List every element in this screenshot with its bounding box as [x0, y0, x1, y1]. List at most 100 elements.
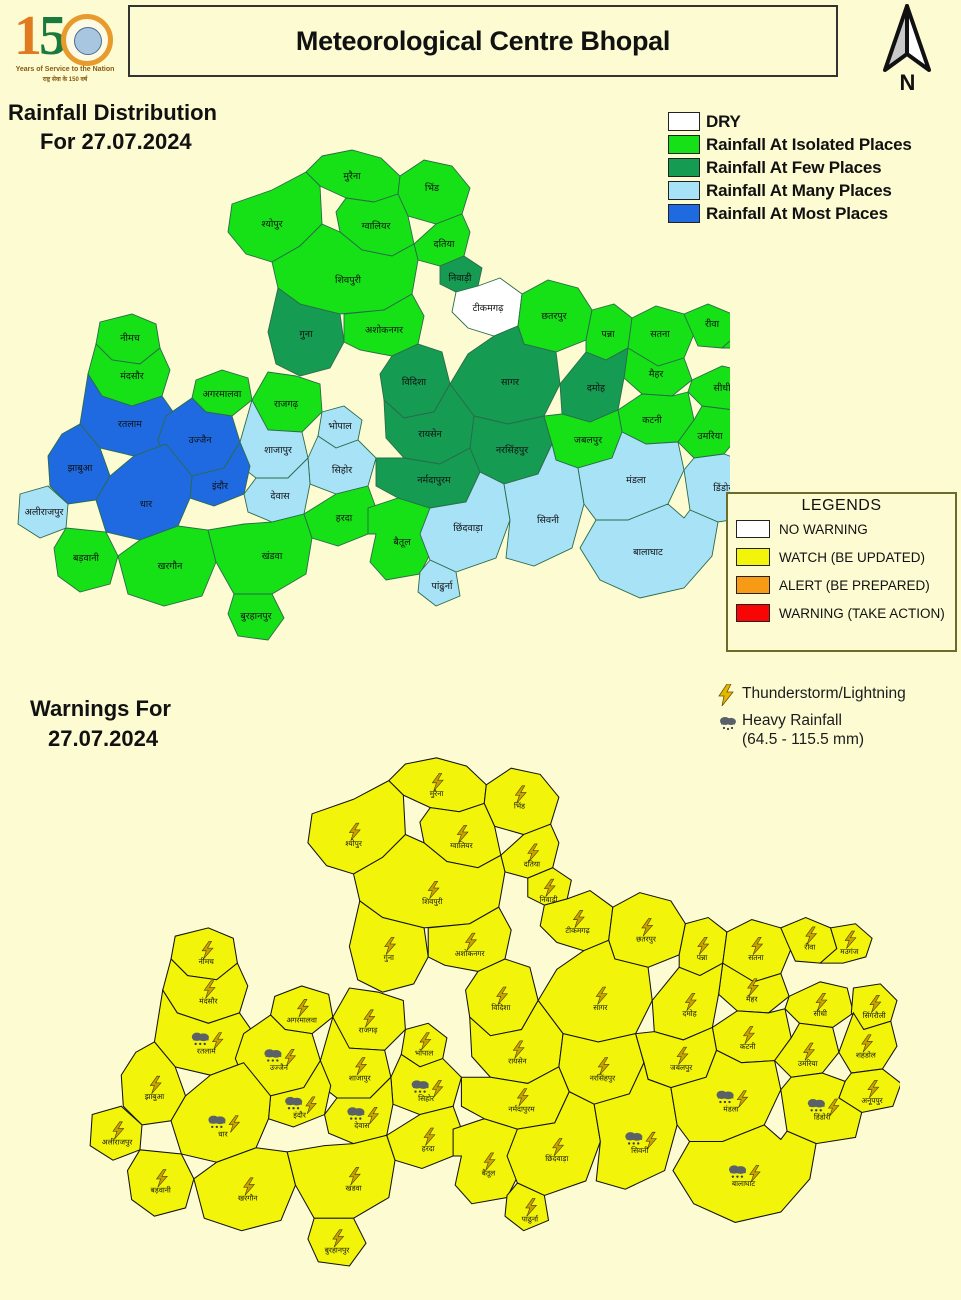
warning-district-sidhi[interactable] — [784, 981, 854, 1028]
lightning-icon — [514, 785, 527, 804]
rainfall-section-title: Rainfall Distribution For 27.07.2024 — [8, 100, 217, 155]
rain-cloud-icon — [264, 1049, 282, 1062]
legends-title: LEGENDS — [801, 497, 882, 514]
lightning-icon — [348, 1167, 361, 1186]
warning-district-mauganj[interactable] — [818, 923, 873, 964]
legend-label-warning: WARNING (TAKE ACTION) — [779, 605, 945, 621]
district-guna[interactable] — [267, 287, 345, 377]
lightning-icon — [512, 1040, 525, 1059]
district-chhindwara[interactable] — [419, 471, 511, 573]
district-chhatarpur[interactable] — [517, 279, 593, 353]
lightning-icon — [684, 992, 697, 1011]
lightning-icon — [803, 1042, 815, 1061]
legend-label-few: Rainfall At Few Places — [706, 157, 882, 177]
heavy-rainfall-range: (64.5 - 115.5 mm) — [742, 731, 865, 749]
district-rewa[interactable] — [683, 303, 730, 349]
warning-district-khandwa[interactable] — [286, 1134, 396, 1219]
rain-cloud-icon — [191, 1032, 209, 1046]
rain-cloud-icon — [807, 1099, 825, 1112]
legend-label-no-warning: NO WARNING — [779, 521, 868, 537]
legend-item-few: Rainfall At Few Places — [668, 156, 961, 179]
warning-district-balaghat[interactable] — [672, 1124, 817, 1223]
rainfall-legend: DRY Rainfall At Isolated Places Rainfall… — [668, 110, 961, 225]
district-indore[interactable] — [189, 441, 251, 507]
district-harda[interactable] — [303, 485, 377, 547]
lightning-icon — [355, 1057, 367, 1076]
lightning-icon — [297, 999, 309, 1018]
warning-district-bhind[interactable] — [483, 767, 560, 836]
rain-cloud-icon — [208, 1115, 226, 1129]
district-balaghat[interactable] — [579, 503, 719, 599]
lightning-icon — [525, 1198, 538, 1217]
lightning-icon — [718, 684, 742, 706]
legend-item-warning: WARNING (TAKE ACTION) — [736, 599, 955, 627]
page-title: Meteorological Centre Bhopal — [295, 25, 671, 56]
district-barwani[interactable] — [53, 527, 119, 593]
rainfall-title-line2: For 27.07.2024 — [40, 129, 192, 154]
north-arrow: N — [860, 2, 955, 96]
rainfall-distribution-map: मुरैना भिंड ग्वालियर श्योपुर दतिया शिवपुरी निव… — [0, 128, 730, 668]
symbol-label-thunderstorm: Thunderstorm/Lightning — [742, 685, 906, 702]
lightning-icon — [431, 1080, 444, 1098]
district-dewas[interactable] — [243, 456, 311, 523]
district-khandwa[interactable] — [207, 513, 313, 595]
legend-swatch-most — [668, 204, 700, 223]
lightning-icon — [749, 1165, 761, 1183]
logo-tagline-hi: राष्ट्र सेवा के 150 वर्ष — [42, 77, 88, 83]
lightning-icon — [149, 1075, 162, 1094]
legend-swatch-dry — [668, 112, 700, 131]
warning-district-dhar[interactable] — [170, 1062, 272, 1163]
legend-item-alert: ALERT (BE PREPARED) — [736, 571, 955, 599]
lightning-icon — [861, 1034, 874, 1053]
imd-150-years-logo: 150 Years of Service to the Nation राष्ट… — [6, 2, 124, 94]
lightning-icon — [332, 1229, 345, 1248]
lightning-icon — [228, 1115, 241, 1133]
symbol-label-heavy-rainfall: Heavy Rainfall (64.5 - 115.5 mm) — [742, 711, 864, 750]
lightning-icon — [867, 1080, 880, 1099]
lightning-icon — [572, 910, 585, 928]
page-header: 150 Years of Service to the Nation राष्ट… — [0, 0, 961, 96]
lightning-icon — [815, 992, 828, 1011]
lightning-icon — [751, 936, 764, 955]
logo-emblem-icon — [61, 14, 113, 66]
lightning-icon — [676, 1046, 689, 1065]
lightning-icon — [305, 1096, 317, 1114]
warning-district-indore[interactable] — [267, 1059, 332, 1128]
district-bhind[interactable] — [397, 159, 471, 225]
district-datia[interactable] — [413, 213, 471, 267]
lightning-icon — [552, 1138, 565, 1157]
rain-cloud-icon — [716, 1090, 734, 1104]
lightning-icon — [243, 1177, 255, 1196]
legend-swatch-isolated — [668, 135, 700, 154]
warning-district-chhindwara[interactable] — [506, 1091, 601, 1197]
district-sidhi[interactable] — [687, 365, 730, 410]
heavy-rainfall-text: Heavy Rainfall — [742, 712, 842, 729]
north-label: N — [899, 70, 916, 95]
district-burhanpur[interactable] — [227, 593, 285, 641]
legend-swatch-many — [668, 181, 700, 200]
warning-legends-box: LEGENDS NO WARNING WATCH (BE UPDATED) AL… — [726, 492, 957, 652]
legend-item-isolated: Rainfall At Isolated Places — [668, 133, 961, 156]
district-dhar[interactable] — [95, 443, 193, 541]
lightning-icon — [348, 822, 361, 841]
lightning-icon — [363, 1009, 376, 1028]
legend-label-isolated: Rainfall At Isolated Places — [706, 134, 912, 154]
lightning-icon — [201, 941, 214, 960]
lightning-icon — [384, 936, 397, 955]
legend-swatch-alert — [736, 576, 770, 594]
district-maihar[interactable] — [623, 347, 693, 397]
warnings-map: मुरैना भिंड ग्वालियर श्योपुर दतिया शिवपुरी निव… — [0, 735, 900, 1295]
rain-cloud-icon — [625, 1132, 643, 1145]
lightning-icon — [203, 980, 216, 999]
legend-swatch-watch — [736, 548, 770, 566]
district-pandhurna[interactable] — [417, 559, 461, 607]
lightning-icon — [828, 1098, 840, 1117]
district-mauganj[interactable] — [720, 310, 730, 349]
lightning-icon — [465, 932, 477, 951]
legend-item-many: Rainfall At Many Places — [668, 179, 961, 202]
lightning-icon — [112, 1121, 125, 1140]
legend-item-most: Rainfall At Most Places — [668, 202, 961, 225]
lightning-icon — [527, 843, 540, 862]
lightning-icon — [742, 1026, 755, 1045]
